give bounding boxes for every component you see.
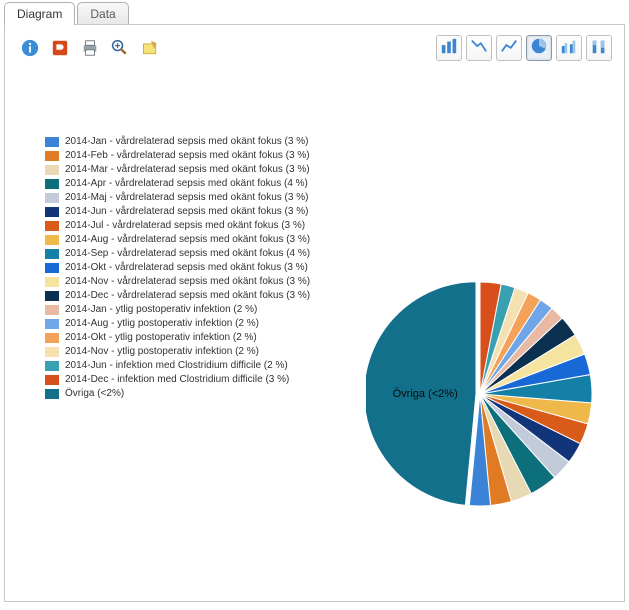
legend-label: 2014-Aug - vårdrelaterad sepsis med okän… — [65, 233, 310, 247]
legend-swatch — [45, 347, 59, 357]
legend-item[interactable]: 2014-Nov - vårdrelaterad sepsis med okän… — [45, 275, 310, 289]
info-button[interactable] — [17, 35, 43, 61]
chart-panel: 2014-Jan - vårdrelaterad sepsis med okän… — [4, 24, 625, 602]
legend-label: Övriga (<2%) — [65, 387, 124, 401]
legend-item[interactable]: 2014-Mar - vårdrelaterad sepsis med okän… — [45, 163, 310, 177]
presentation-button[interactable] — [47, 35, 73, 61]
zoom-icon — [111, 39, 129, 57]
legend-item[interactable]: 2014-Jul - vårdrelaterad sepsis med okän… — [45, 219, 310, 233]
toolbar-left — [17, 35, 163, 61]
legend-label: 2014-Maj - vårdrelaterad sepsis med okän… — [65, 191, 308, 205]
chart-type-pie-button[interactable] — [526, 35, 552, 61]
legend-item[interactable]: 2014-Jun - infektion med Clostridium dif… — [45, 359, 310, 373]
legend-swatch — [45, 263, 59, 273]
toolbar — [17, 35, 612, 61]
legend-item[interactable]: 2014-Okt - ytlig postoperativ infektion … — [45, 331, 310, 345]
line-up-icon — [500, 37, 518, 60]
pie-svg — [366, 280, 594, 508]
legend-label: 2014-Nov - ytlig postoperativ infektion … — [65, 345, 259, 359]
chart-type-line-down-button[interactable] — [466, 35, 492, 61]
legend-label: 2014-Okt - vårdrelaterad sepsis med okän… — [65, 261, 308, 275]
legend-item[interactable]: 2014-Jan - ytlig postoperativ infektion … — [45, 303, 310, 317]
legend-label: 2014-Jan - ytlig postoperativ infektion … — [65, 303, 257, 317]
legend-label: 2014-Jul - vårdrelaterad sepsis med okän… — [65, 219, 305, 233]
legend-label: 2014-Dec - vårdrelaterad sepsis med okän… — [65, 289, 310, 303]
legend-swatch — [45, 249, 59, 259]
legend-item[interactable]: 2014-Jun - vårdrelaterad sepsis med okän… — [45, 205, 310, 219]
legend-label: 2014-Jun - vårdrelaterad sepsis med okän… — [65, 205, 308, 219]
toolbar-right — [436, 35, 612, 61]
pie-icon — [530, 37, 548, 60]
print-button[interactable] — [77, 35, 103, 61]
legend-swatch — [45, 361, 59, 371]
legend-label: 2014-Okt - ytlig postoperativ infektion … — [65, 331, 257, 345]
legend-swatch — [45, 151, 59, 161]
legend-swatch — [45, 165, 59, 175]
bar-stacked-icon — [590, 37, 608, 60]
legend-label: 2014-Jan - vårdrelaterad sepsis med okän… — [65, 135, 308, 149]
print-icon — [81, 39, 99, 57]
legend-label: 2014-Jun - infektion med Clostridium dif… — [65, 359, 288, 373]
legend-swatch — [45, 137, 59, 147]
legend-item[interactable]: 2014-Maj - vårdrelaterad sepsis med okän… — [45, 191, 310, 205]
legend-swatch — [45, 221, 59, 231]
legend-item[interactable]: 2014-Apr - vårdrelaterad sepsis med okän… — [45, 177, 310, 191]
legend-item[interactable]: 2014-Aug - ytlig postoperativ infektion … — [45, 317, 310, 331]
legend-swatch — [45, 235, 59, 245]
legend-swatch — [45, 291, 59, 301]
legend-swatch — [45, 333, 59, 343]
tab-diagram[interactable]: Diagram — [4, 2, 75, 25]
legend-item[interactable]: 2014-Jan - vårdrelaterad sepsis med okän… — [45, 135, 310, 149]
legend-item[interactable]: 2014-Nov - ytlig postoperativ infektion … — [45, 345, 310, 359]
legend-item[interactable]: 2014-Dec - infektion med Clostridium dif… — [45, 373, 310, 387]
legend-label: 2014-Nov - vårdrelaterad sepsis med okän… — [65, 275, 310, 289]
chart-type-bar-stacked-button[interactable] — [586, 35, 612, 61]
legend-label: 2014-Feb - vårdrelaterad sepsis med okän… — [65, 149, 310, 163]
bar-icon — [440, 37, 458, 60]
legend-item[interactable]: Övriga (<2%) — [45, 387, 310, 401]
chart-type-line-up-button[interactable] — [496, 35, 522, 61]
legend: 2014-Jan - vårdrelaterad sepsis med okän… — [45, 135, 310, 401]
chart-type-bar-grouped-button[interactable] — [556, 35, 582, 61]
legend-swatch — [45, 375, 59, 385]
note-icon — [141, 39, 159, 57]
legend-swatch — [45, 277, 59, 287]
legend-item[interactable]: 2014-Feb - vårdrelaterad sepsis med okän… — [45, 149, 310, 163]
tab-bar: Diagram Data — [0, 2, 629, 25]
legend-swatch — [45, 389, 59, 399]
legend-swatch — [45, 319, 59, 329]
legend-label: 2014-Apr - vårdrelaterad sepsis med okän… — [65, 177, 308, 191]
line-down-icon — [470, 37, 488, 60]
info-icon — [21, 39, 39, 57]
bar-grouped-icon — [560, 37, 578, 60]
legend-item[interactable]: 2014-Aug - vårdrelaterad sepsis med okän… — [45, 233, 310, 247]
legend-label: 2014-Mar - vårdrelaterad sepsis med okän… — [65, 163, 310, 177]
note-button[interactable] — [137, 35, 163, 61]
legend-swatch — [45, 305, 59, 315]
zoom-button[interactable] — [107, 35, 133, 61]
legend-swatch — [45, 207, 59, 217]
legend-label: 2014-Dec - infektion med Clostridium dif… — [65, 373, 289, 387]
legend-item[interactable]: 2014-Dec - vårdrelaterad sepsis med okän… — [45, 289, 310, 303]
legend-swatch — [45, 193, 59, 203]
legend-item[interactable]: 2014-Sep - vårdrelaterad sepsis med okän… — [45, 247, 310, 261]
tab-data[interactable]: Data — [77, 2, 128, 25]
legend-label: 2014-Sep - vårdrelaterad sepsis med okän… — [65, 247, 310, 261]
legend-label: 2014-Aug - ytlig postoperativ infektion … — [65, 317, 259, 331]
chart-type-bar-button[interactable] — [436, 35, 462, 61]
legend-item[interactable]: 2014-Okt - vårdrelaterad sepsis med okän… — [45, 261, 310, 275]
presentation-icon — [51, 39, 69, 57]
pie-chart: Övriga (<2%) — [366, 280, 594, 511]
legend-swatch — [45, 179, 59, 189]
pie-slice[interactable] — [366, 282, 476, 505]
